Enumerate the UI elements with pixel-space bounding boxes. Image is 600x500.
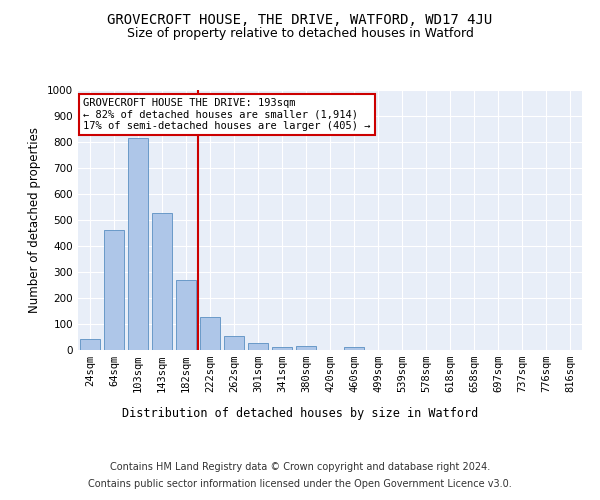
Text: GROVECROFT HOUSE, THE DRIVE, WATFORD, WD17 4JU: GROVECROFT HOUSE, THE DRIVE, WATFORD, WD…	[107, 12, 493, 26]
Bar	[224, 336, 244, 350]
Bar	[80, 339, 100, 350]
Bar	[296, 346, 316, 350]
Text: GROVECROFT HOUSE THE DRIVE: 193sqm
← 82% of detached houses are smaller (1,914)
: GROVECROFT HOUSE THE DRIVE: 193sqm ← 82%…	[83, 98, 371, 131]
Text: Size of property relative to detached houses in Watford: Size of property relative to detached ho…	[127, 28, 473, 40]
Text: Distribution of detached houses by size in Watford: Distribution of detached houses by size …	[122, 408, 478, 420]
Bar	[152, 214, 172, 350]
Bar	[176, 280, 196, 350]
Bar	[272, 347, 292, 350]
Text: Contains public sector information licensed under the Open Government Licence v3: Contains public sector information licen…	[88, 479, 512, 489]
Bar	[344, 348, 364, 350]
Bar	[200, 317, 220, 350]
Text: Contains HM Land Registry data © Crown copyright and database right 2024.: Contains HM Land Registry data © Crown c…	[110, 462, 490, 472]
Bar	[104, 230, 124, 350]
Bar	[128, 138, 148, 350]
Y-axis label: Number of detached properties: Number of detached properties	[28, 127, 41, 313]
Bar	[248, 343, 268, 350]
